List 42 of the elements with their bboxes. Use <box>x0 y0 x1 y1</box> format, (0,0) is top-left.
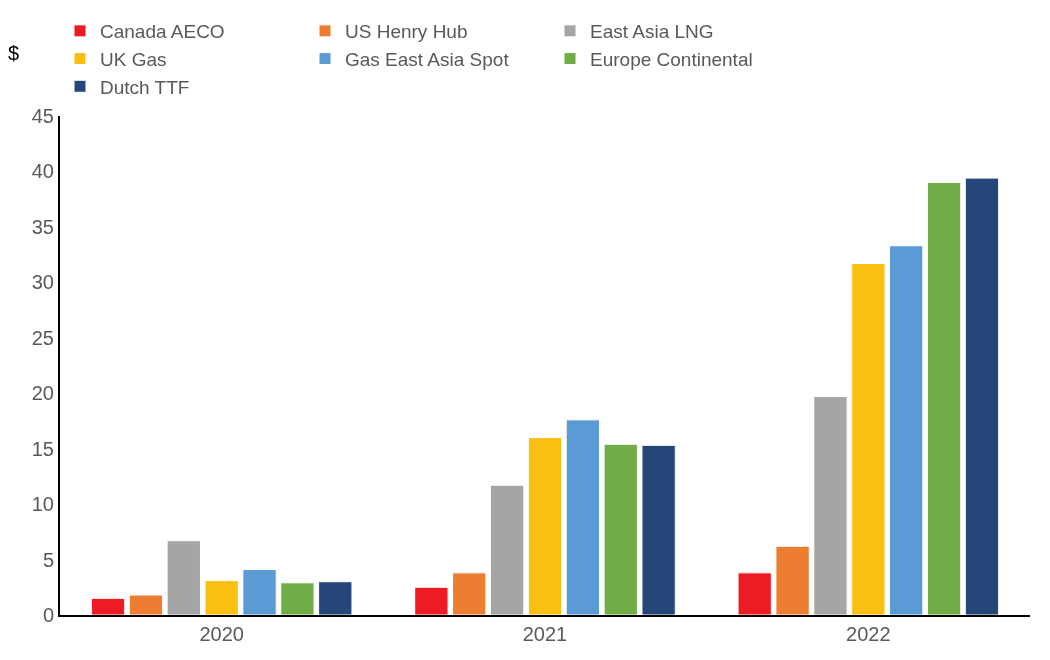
x-tick-label: 2022 <box>846 623 891 645</box>
bar <box>641 444 676 615</box>
legend-label: Gas East Asia Spot <box>345 48 510 70</box>
bar <box>603 443 638 615</box>
bar <box>775 545 810 615</box>
y-tick-label: 15 <box>31 437 54 460</box>
y-tick-label: 40 <box>31 160 54 183</box>
y-tick-label: 5 <box>42 548 54 571</box>
bar <box>280 582 315 615</box>
bar <box>90 597 126 615</box>
y-tick-label: 30 <box>31 271 54 294</box>
x-tick-label: 2021 <box>522 623 568 645</box>
x-tick-label: 2020 <box>199 623 244 645</box>
legend-label: US Henry Hub <box>345 21 468 43</box>
bar <box>204 580 239 615</box>
bar <box>926 182 962 615</box>
bar <box>242 569 277 615</box>
y-tick-label: 45 <box>31 105 54 127</box>
bar <box>565 419 601 615</box>
bar <box>128 594 164 615</box>
y-tick-label: 20 <box>31 382 54 405</box>
y-axis-title: $ <box>8 42 20 64</box>
y-tick-label: 10 <box>31 493 54 516</box>
bar <box>964 177 1000 615</box>
bar <box>452 572 487 615</box>
bar <box>851 262 886 615</box>
bar <box>166 540 201 615</box>
bar <box>489 484 525 615</box>
bar <box>889 245 924 615</box>
legend-label: Dutch TTF <box>100 76 190 98</box>
legend-label: Canada AECO <box>100 21 225 43</box>
bar <box>414 586 449 615</box>
y-tick-label: 35 <box>31 215 54 238</box>
bar <box>737 572 772 615</box>
bar <box>813 396 848 615</box>
bar <box>527 437 563 615</box>
legend-label: UK Gas <box>100 48 167 70</box>
bar <box>318 581 353 615</box>
legend-label: East Asia LNG <box>590 21 714 43</box>
y-tick-label: 0 <box>42 604 54 626</box>
legend-label: Europe Continental <box>590 48 753 70</box>
y-tick-label: 25 <box>31 326 54 349</box>
